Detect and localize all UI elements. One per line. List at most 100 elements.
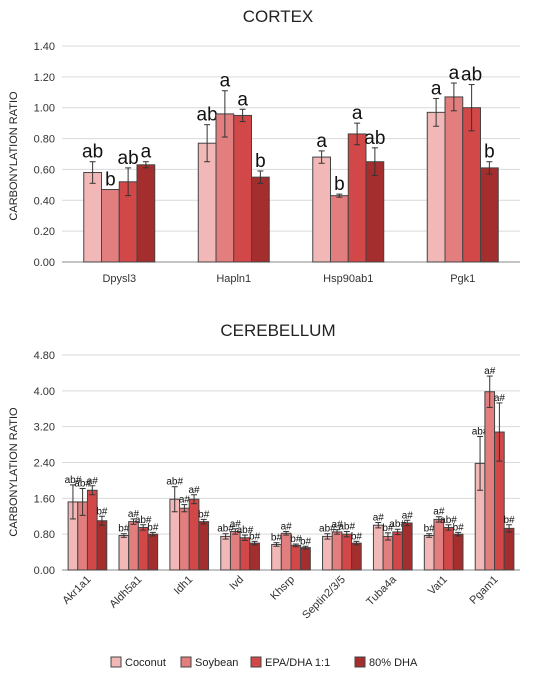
- cortex-y-tick-label: 1.40: [34, 41, 55, 53]
- cerebellum-category-label: Idh1: [172, 574, 196, 598]
- cortex-significance-label: ab: [364, 128, 385, 149]
- cortex-significance-label: a: [449, 63, 460, 84]
- cerebellum-category-label: Akr1a1: [60, 574, 93, 607]
- cerebellum-category-label: Pgam1: [468, 574, 501, 607]
- cortex-title: CORTEX: [243, 7, 314, 26]
- cerebellum-bar-aldh5a1-epa-dha-1-1: [137, 526, 149, 571]
- legend-swatch-80-dha: [354, 656, 366, 668]
- cerebellum-significance-label: b#: [271, 533, 283, 544]
- cerebellum-bar-ivd-80-dha: [249, 542, 260, 571]
- cortex-category-label: Pgk1: [450, 273, 475, 285]
- cerebellum-bar-septin2-3-5-80-dha: [351, 542, 362, 571]
- cerebellum-y-tick-label: 0.00: [34, 565, 55, 577]
- cerebellum-bar-khsrp-epa-dha-1-1: [290, 544, 302, 571]
- cortex-significance-label: a: [220, 71, 231, 92]
- cerebellum-significance-label: a#: [402, 510, 414, 521]
- cerebellum-significance-label: ab#: [319, 524, 336, 535]
- cerebellum-bar-aldh5a1-80-dha: [147, 533, 159, 571]
- cerebellum-bar-akr1a1-epa-dha-1-1: [86, 489, 98, 571]
- cortex-significance-label: ab: [118, 148, 139, 169]
- cortex-y-tick-label: 0.20: [34, 226, 55, 238]
- cerebellum-significance-label: ab#: [389, 519, 406, 530]
- cortex-bar-pgk1-soybean: [444, 96, 464, 263]
- cerebellum-significance-label: b#: [382, 523, 394, 534]
- cerebellum-bar-tuba4a-soybean: [382, 535, 394, 571]
- cerebellum-significance-label: a#: [433, 507, 445, 518]
- cerebellum-bar-tuba4a-epa-dha-1-1: [392, 531, 403, 571]
- cerebellum-significance-label: ab#: [472, 427, 489, 438]
- cerebellum-category-label: Tuba4a: [364, 573, 399, 608]
- cortex-y-tick-label: 1.00: [34, 103, 55, 115]
- cerebellum-bar-ivd-epa-dha-1-1: [239, 537, 251, 571]
- cerebellum-significance-label: ab#: [135, 515, 152, 526]
- cortex-category-label: Hsp90ab1: [323, 273, 373, 285]
- cerebellum-significance-label: a#: [87, 476, 99, 487]
- cerebellum-category-label: Vat1: [426, 574, 450, 598]
- cortex-bar-dpysl3-coconut: [83, 172, 103, 263]
- legend: Coconut Soybean EPA/DHA 1:1 80% DHA: [110, 656, 418, 669]
- cortex-bar-hapln1-epa-dha-1-1: [233, 114, 252, 263]
- cerebellum-significance-label: a#: [281, 521, 293, 532]
- legend-swatch-soybean: [180, 656, 192, 668]
- cortex-bar-hsp90ab1-80-dha: [365, 161, 385, 263]
- cerebellum-significance-label: b#: [453, 522, 465, 533]
- cerebellum-significance-label: b#: [290, 534, 302, 545]
- cortex-bar-hapln1-80-dha: [250, 176, 270, 263]
- cerebellum-significance-label: ab#: [217, 524, 234, 535]
- cerebellum-category-label: Ivd: [227, 574, 246, 593]
- cerebellum-bar-vat1-coconut: [423, 535, 435, 571]
- cerebellum-significance-label: b#: [249, 531, 261, 542]
- legend-swatch-epa-dha-1-1: [250, 656, 262, 668]
- cortex-y-tick-label: 0.60: [34, 164, 55, 176]
- cerebellum-y-tick-label: 3.20: [34, 422, 55, 434]
- cortex-category-label: Dpysl3: [102, 273, 136, 285]
- cerebellum-significance-label: b#: [503, 515, 515, 526]
- cerebellum-significance-label: ab#: [166, 477, 183, 488]
- cerebellum-significance-label: a#: [331, 520, 343, 531]
- cerebellum-significance-label: ab#: [65, 475, 82, 486]
- cerebellum-y-axis-label: CARBONYLATION RATIO: [8, 407, 20, 537]
- cortex-bar-pgk1-coconut: [426, 111, 446, 263]
- cortex-y-tick-label: 0.00: [34, 257, 55, 269]
- cerebellum-significance-label: ab#: [74, 478, 91, 489]
- cerebellum-significance-label: b#: [300, 536, 312, 547]
- cerebellum-y-tick-label: 2.40: [34, 458, 55, 470]
- cerebellum-bar-septin2-3-5-soybean: [331, 531, 343, 571]
- cortex-significance-label: b: [484, 142, 495, 163]
- cortex-y-tick-label: 0.80: [34, 134, 55, 146]
- cerebellum-title: CEREBELLUM: [220, 321, 335, 340]
- cortex-category-label: Hapln1: [216, 273, 251, 285]
- cortex-significance-label: ab: [82, 142, 103, 163]
- cerebellum-significance-label: a#: [484, 366, 496, 377]
- cerebellum-bar-ivd-soybean: [229, 530, 241, 571]
- cerebellum-significance-label: a#: [179, 495, 191, 506]
- legend-swatch-coconut: [110, 656, 122, 668]
- cortex-significance-label: ab: [461, 65, 482, 86]
- cortex-significance-label: b: [105, 169, 116, 190]
- cortex-y-tick-label: 0.40: [34, 195, 55, 207]
- cerebellum-bar-khsrp-coconut: [271, 543, 282, 571]
- cerebellum-bar-vat1-80-dha: [452, 533, 464, 571]
- cortex-bar-dpysl3-80-dha: [136, 164, 156, 263]
- cerebellum-bar-tuba4a-80-dha: [401, 522, 413, 571]
- cerebellum-bar-vat1-epa-dha-1-1: [443, 526, 454, 571]
- cortex-bar-pgk1-80-dha: [479, 167, 499, 263]
- cerebellum-y-tick-label: 4.00: [34, 386, 55, 398]
- cerebellum-significance-label: b#: [351, 531, 363, 542]
- cortex-bar-hsp90ab1-coconut: [312, 156, 332, 263]
- cortex-significance-label: b: [255, 151, 266, 172]
- cerebellum-significance-label: ab#: [237, 525, 254, 536]
- cortex-bar-hsp90ab1-soybean: [330, 195, 349, 263]
- cerebellum-bar-idh1-soybean: [179, 507, 190, 571]
- cerebellum-category-label: Septin2/3/5: [300, 574, 348, 622]
- cerebellum-bar-idh1-80-dha: [198, 521, 210, 571]
- cortex-significance-label: a: [237, 89, 248, 110]
- cortex-significance-label: ab: [197, 105, 218, 126]
- cerebellum-significance-label: b#: [96, 506, 108, 517]
- cerebellum-significance-label: ab#: [338, 521, 355, 532]
- cerebellum-significance-label: b#: [424, 524, 436, 535]
- cerebellum-category-label: Aldh5a1: [107, 574, 144, 611]
- cortex-significance-label: a: [431, 78, 442, 99]
- cortex-y-axis-label: CARBONYLATION RATIO: [8, 91, 20, 221]
